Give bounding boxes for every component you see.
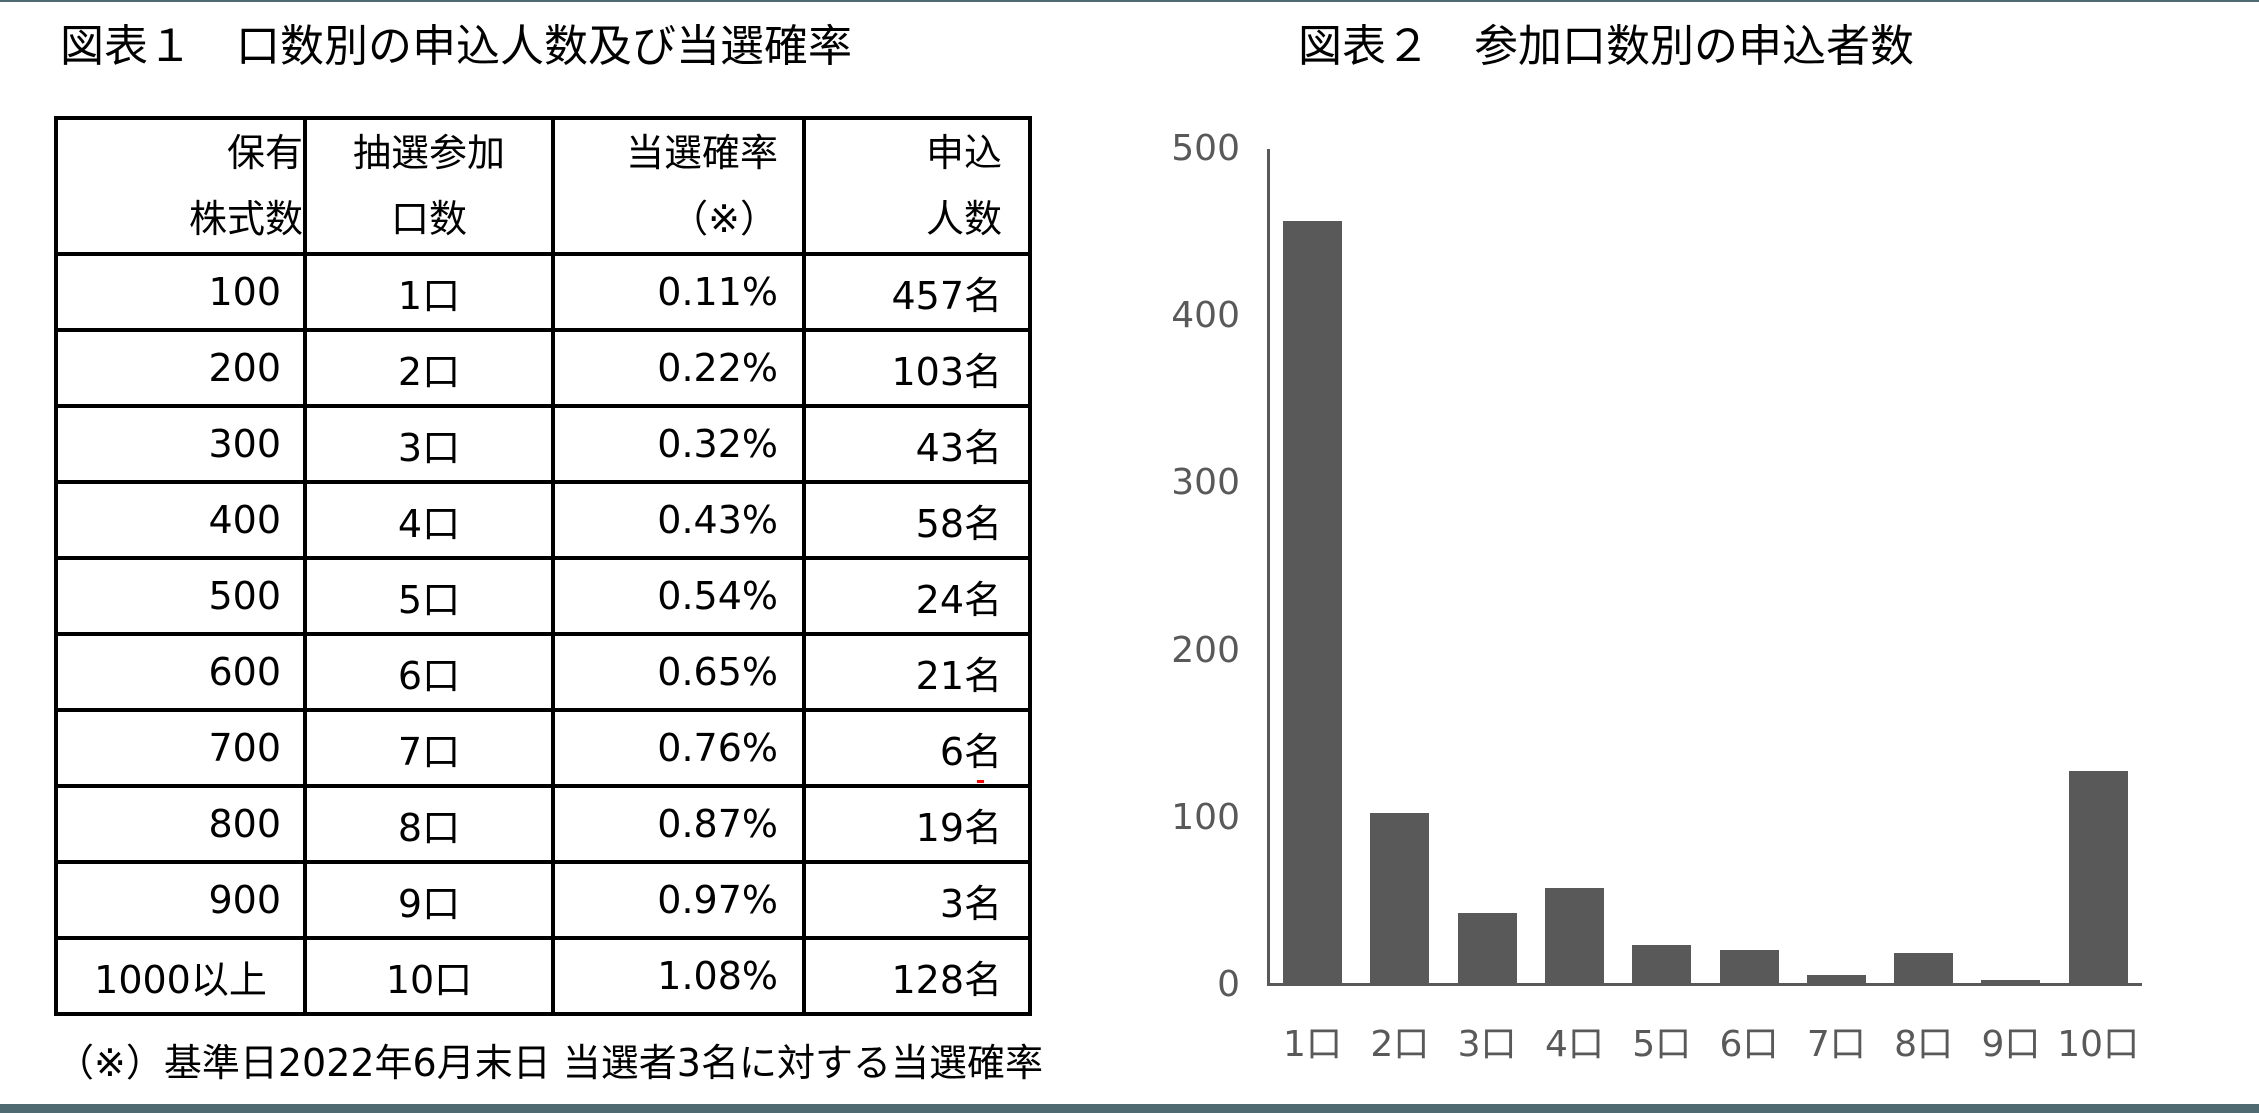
table-header-row: 保有 株式数 抽選参加 口数 当選確率 （※） 申込 人数 [54, 116, 1032, 256]
cell-win-rate: 0.22% [551, 328, 806, 408]
header-applicants: 申込 人数 [802, 116, 1032, 256]
table-row: 900 9口 0.97% 3名 [54, 860, 1032, 940]
figure2-title: 図表２ 参加口数別の申込者数 [1298, 21, 1914, 72]
x-tick-label: 1口 [1283, 1024, 1342, 1065]
footnote: （※）基準日2022年6月末日 当選者3名に対する当選確率 [56, 1041, 1043, 1085]
cell-win-rate: 0.11% [551, 252, 806, 332]
bar [1544, 888, 1604, 985]
bar [1457, 913, 1517, 985]
bar [2068, 770, 2128, 985]
cell-win-rate: 0.65% [551, 632, 806, 712]
cell-units: 1口 [303, 252, 555, 332]
bar [1894, 953, 1954, 985]
y-tick-label: 200 [1171, 629, 1240, 671]
table-row: 100 1口 0.11% 457名 [54, 252, 1032, 332]
cell-shares: 900 [54, 860, 307, 940]
bar [1806, 974, 1866, 985]
table-row: 800 8口 0.87% 19名 [54, 784, 1032, 864]
x-tick-label: 6口 [1719, 1024, 1779, 1065]
cell-shares: 500 [54, 556, 307, 636]
cell-shares: 200 [54, 328, 307, 408]
bar [1981, 979, 2041, 985]
cell-win-rate: 0.32% [551, 404, 806, 484]
table-row: 600 6口 0.65% 21名 [54, 632, 1032, 712]
table-row: 1000以上 10口 1.08% 128名 [54, 936, 1032, 1016]
red-marker [977, 780, 984, 783]
cell-applicants: 43名 [802, 404, 1032, 484]
cell-applicants: 457名 [802, 252, 1032, 332]
cell-applicants: 24名 [802, 556, 1032, 636]
cell-units: 9口 [303, 860, 555, 940]
cell-win-rate: 0.97% [551, 860, 806, 940]
cell-units: 4口 [303, 480, 555, 560]
header-units: 抽選参加 口数 [303, 116, 555, 256]
cell-applicants: 128名 [802, 936, 1032, 1016]
y-tick-label: 500 [1171, 128, 1240, 169]
table-row: 200 2口 0.22% 103名 [54, 328, 1032, 408]
cell-shares: 400 [54, 480, 307, 560]
bar [1719, 949, 1779, 985]
cell-shares: 600 [54, 632, 307, 712]
top-frame-line [0, 0, 2259, 2]
cell-applicants: 3名 [802, 860, 1032, 940]
table-row: 500 5口 0.54% 24名 [54, 556, 1032, 636]
table-row: 700 7口 0.76% 6名 [54, 708, 1032, 788]
header-shares: 保有 株式数 [54, 116, 307, 256]
cell-shares: 700 [54, 708, 307, 788]
x-tick-label: 8口 [1894, 1024, 1954, 1065]
cell-applicants: 58名 [802, 480, 1032, 560]
y-tick-label: 300 [1171, 462, 1240, 504]
table-row: 400 4口 0.43% 58名 [54, 480, 1032, 560]
x-tick-label: 10口 [2057, 1024, 2140, 1065]
bar [1370, 812, 1430, 985]
cell-win-rate: 0.54% [551, 556, 806, 636]
cell-units: 10口 [303, 936, 555, 1016]
cell-units: 8口 [303, 784, 555, 864]
cell-shares: 1000以上 [54, 936, 307, 1016]
cell-shares: 800 [54, 784, 307, 864]
table-row: 300 3口 0.32% 43名 [54, 404, 1032, 484]
cell-units: 6口 [303, 632, 555, 712]
x-tick-label: 3口 [1457, 1024, 1517, 1065]
cell-win-rate: 0.43% [551, 480, 806, 560]
cell-applicants: 21名 [802, 632, 1032, 712]
cell-applicants: 19名 [802, 784, 1032, 864]
cell-units: 5口 [303, 556, 555, 636]
figure1-title: 図表１ 口数別の申込人数及び当選確率 [60, 21, 852, 72]
cell-win-rate: 0.76% [551, 708, 806, 788]
application-table: 保有 株式数 抽選参加 口数 当選確率 （※） 申込 人数 100 1口 0.11%… [54, 116, 1032, 1016]
bar [1632, 944, 1692, 985]
cell-shares: 100 [54, 252, 307, 332]
x-tick-label: 9口 [1981, 1024, 2041, 1065]
x-tick-label: 5口 [1632, 1024, 1692, 1065]
bottom-frame-band [0, 1104, 2259, 1113]
y-tick-label: 400 [1171, 295, 1240, 337]
x-tick-label: 4口 [1544, 1024, 1604, 1065]
cell-units: 3口 [303, 404, 555, 484]
cell-applicants: 6名 [802, 708, 1032, 788]
bar [1283, 220, 1342, 985]
x-tick-label: 7口 [1806, 1024, 1866, 1065]
cell-applicants: 103名 [802, 328, 1032, 408]
y-tick-label: 0 [1217, 964, 1240, 1005]
bar-chart: 500 400 300 200 100 0 1口 2口 3口 4口 5口 6口 7口 8口 9口 10口 [1150, 120, 2160, 1080]
header-win-rate: 当選確率 （※） [551, 116, 806, 256]
cell-units: 7口 [303, 708, 555, 788]
cell-shares: 300 [54, 404, 307, 484]
x-tick-label: 2口 [1370, 1024, 1430, 1065]
x-axis [1267, 983, 2142, 986]
cell-win-rate: 1.08% [551, 936, 806, 1016]
cell-units: 2口 [303, 328, 555, 408]
y-tick-label: 100 [1171, 796, 1240, 838]
cell-win-rate: 0.87% [551, 784, 806, 864]
y-axis [1267, 149, 1270, 986]
